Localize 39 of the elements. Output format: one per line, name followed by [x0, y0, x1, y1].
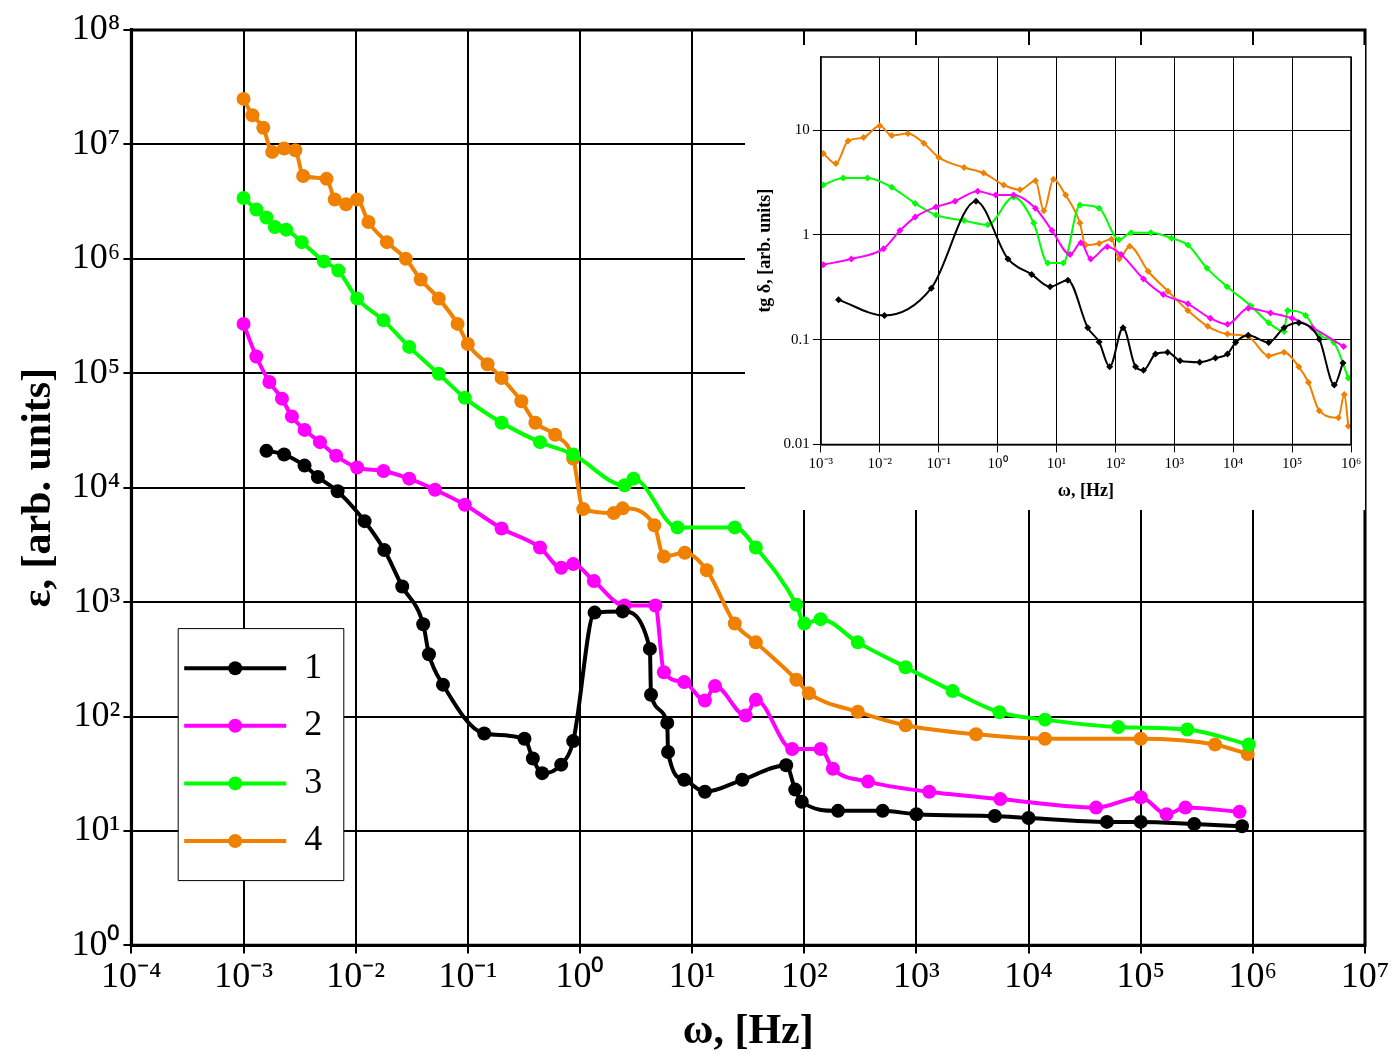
- x-tick-label: 10⁶: [1340, 455, 1362, 472]
- x-tick-label: 10²: [1105, 455, 1126, 472]
- y-tick-label: 10²: [73, 694, 121, 734]
- x-tick-label: 10⁻²: [326, 955, 386, 996]
- y-tick-label: 10⁷: [71, 121, 121, 162]
- x-axis-title: ω, [Hz]: [682, 1005, 814, 1052]
- x-tick-label: 10⁻²: [867, 455, 893, 472]
- y-tick-label: 1: [802, 225, 810, 242]
- y-tick-label: 0.1: [791, 330, 810, 347]
- legend-label: 3: [304, 760, 323, 801]
- x-tick-label: 10³: [1164, 455, 1185, 472]
- x-tick-label: 10⁴: [1223, 455, 1244, 472]
- x-tick-label: 10⁻³: [214, 955, 274, 996]
- legend-label: 4: [304, 818, 323, 859]
- x-tick-label: 10⁶: [1228, 955, 1278, 996]
- x-tick-label: 10⁴: [1004, 955, 1053, 996]
- x-tick-label: 10³: [893, 955, 941, 996]
- x-tick-label: 10⁻³: [808, 455, 834, 472]
- y-tick-label: 10: [794, 121, 810, 138]
- x-tick-label: 10⁵: [1116, 955, 1165, 996]
- x-tick-label: 10⁵: [1281, 455, 1303, 472]
- y-axis-title: ε, [arb. units]: [13, 367, 60, 608]
- y-tick-label: 10³: [73, 579, 121, 620]
- x-tick-label: 10⁻¹: [438, 955, 498, 996]
- x-tick-label: 10⁻¹: [926, 455, 951, 472]
- y-tick-label: 10⁶: [71, 236, 121, 277]
- y-tick-label: 10⁸: [71, 7, 121, 48]
- x-tick-label: 10¹: [1046, 455, 1067, 472]
- x-tick-label: 10⁷: [1340, 955, 1390, 996]
- y-tick-label: 10⁵: [71, 350, 121, 391]
- x-tick-label: 10¹: [668, 955, 716, 996]
- y-tick-label: 10¹: [73, 808, 121, 849]
- x-axis-title: ω, [Hz]: [1057, 479, 1114, 500]
- y-tick-label: 0.01: [783, 435, 810, 452]
- y-axis-title: tg δ, [arb. units]: [754, 188, 775, 313]
- x-tick-label: 10⁰: [987, 455, 1008, 472]
- legend-label: 1: [304, 645, 323, 686]
- legend-label: 2: [304, 703, 323, 744]
- x-tick-label: 10⁰: [555, 955, 605, 996]
